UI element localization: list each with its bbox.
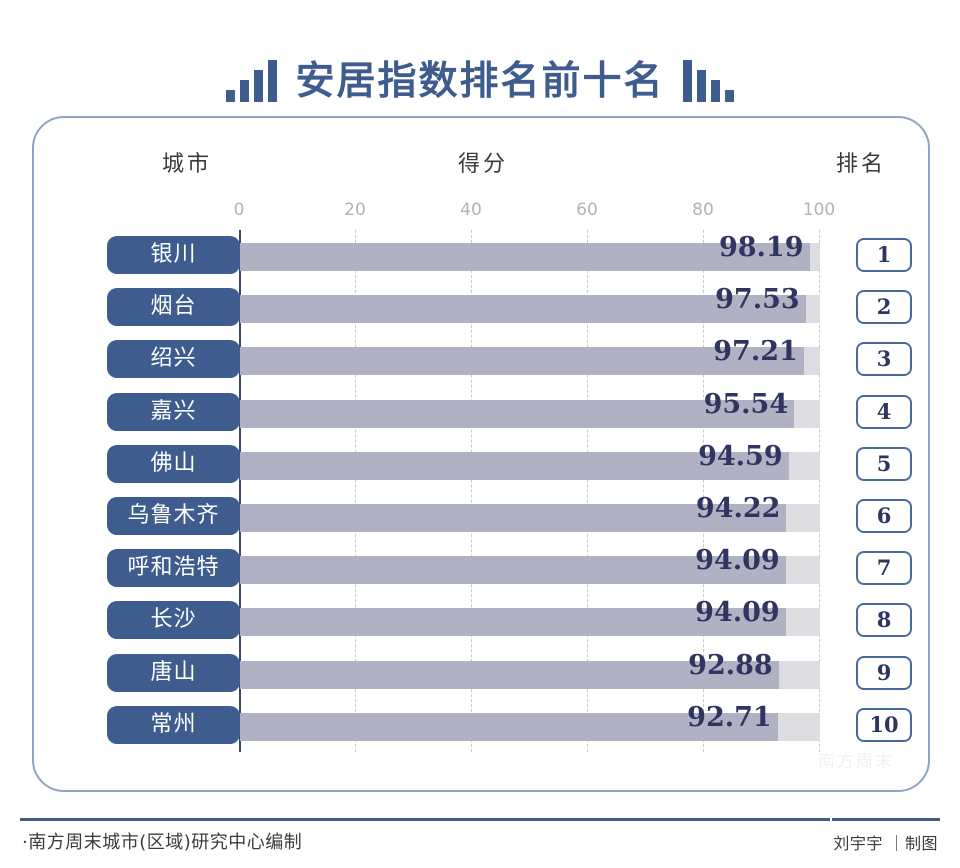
bar-track <box>240 243 820 271</box>
bar-track <box>240 712 820 741</box>
table-row[interactable]: 乌鲁木齐 94.22 6 <box>34 491 932 543</box>
chart-rows: 银川 98.19 1 烟台 97.53 2 绍兴 97.21 3 嘉兴 95.54 4 佛山 94.59 5… <box>34 230 932 752</box>
column-header-score: 得分 <box>457 152 508 177</box>
footer-divider <box>20 816 940 823</box>
gridline-60 <box>587 230 588 752</box>
city-label-pill[interactable]: 长沙 <box>107 601 240 640</box>
plot-area <box>239 230 820 752</box>
bar-value-label: 97.53 <box>715 284 800 316</box>
gridline-40 <box>471 230 472 752</box>
bar-fill[interactable] <box>240 556 786 585</box>
rank-badge[interactable]: 7 <box>856 551 912 586</box>
city-label-pill[interactable]: 乌鲁木齐 <box>107 497 240 535</box>
gridline-100 <box>819 230 820 752</box>
bar-value-label: 94.22 <box>695 493 781 524</box>
bar-fill[interactable] <box>240 243 810 271</box>
bar-value-label: 94.09 <box>695 597 780 629</box>
bar-value-label: 97.21 <box>713 336 798 368</box>
x-tick-40: 40 <box>460 200 482 220</box>
bar-fill[interactable] <box>240 399 795 428</box>
bar-track <box>240 556 820 585</box>
bar-track <box>240 295 820 324</box>
x-tick-20: 20 <box>344 200 366 220</box>
bar-value-label: 98.19 <box>718 232 804 263</box>
bar-fill[interactable] <box>240 504 787 532</box>
watermark: 南方周末 <box>818 752 894 772</box>
column-header-city: 城市 <box>161 152 212 177</box>
x-tick-100: 100 <box>802 200 836 220</box>
rank-badge[interactable]: 9 <box>856 655 912 690</box>
rank-badge[interactable]: 10 <box>856 707 912 742</box>
bar-fill[interactable] <box>240 347 804 376</box>
bar-value-label: 92.88 <box>688 649 773 681</box>
table-row[interactable]: 常州 92.71 10 <box>34 700 932 752</box>
footer-source: ·南方周末城市(区域)研究中心编制 <box>22 832 303 853</box>
table-row[interactable]: 唐山 92.88 9 <box>34 648 932 700</box>
city-label-pill[interactable]: 银川 <box>107 236 240 274</box>
chart-title-row: 安居指数排名前十名 <box>0 38 960 106</box>
gridline-20 <box>355 230 356 752</box>
footer-credit: 刘宇宇 ｜制图 <box>833 834 938 853</box>
bar-value-label: 94.59 <box>698 440 783 472</box>
city-label-pill[interactable]: 呼和浩特 <box>107 549 240 588</box>
city-label-pill[interactable]: 嘉兴 <box>107 392 240 431</box>
table-row[interactable]: 绍兴 97.21 3 <box>34 334 932 386</box>
rank-badge[interactable]: 4 <box>856 394 912 429</box>
x-tick-60: 60 <box>576 200 598 220</box>
bar-track <box>240 451 820 480</box>
bar-value-label: 94.09 <box>695 545 780 577</box>
bar-track <box>240 608 820 637</box>
bar-track <box>240 504 820 532</box>
ascending-bars-icon <box>226 58 278 106</box>
city-label-pill[interactable]: 绍兴 <box>107 340 240 379</box>
rank-badge[interactable]: 5 <box>856 446 912 481</box>
x-tick-80: 80 <box>692 200 714 220</box>
rank-badge[interactable]: 2 <box>856 290 912 325</box>
bar-track <box>240 347 820 376</box>
city-label-pill[interactable]: 唐山 <box>107 653 240 692</box>
bar-fill[interactable] <box>240 712 778 741</box>
bar-value-label: 95.54 <box>703 388 789 420</box>
table-row[interactable]: 银川 98.19 1 <box>34 230 932 282</box>
page-title: 安居指数排名前十名 <box>295 59 665 104</box>
column-header-rank: 排名 <box>835 152 886 177</box>
bar-track <box>240 399 820 428</box>
rank-badge[interactable]: 8 <box>856 603 912 638</box>
city-label-pill[interactable]: 烟台 <box>107 288 240 327</box>
y-axis-line <box>239 230 241 752</box>
descending-bars-icon <box>682 58 734 106</box>
column-header-row: 城市 得分 排名 <box>34 146 932 180</box>
rank-badge[interactable]: 6 <box>856 499 912 533</box>
table-row[interactable]: 佛山 94.59 5 <box>34 439 932 491</box>
table-row[interactable]: 长沙 94.09 8 <box>34 595 932 647</box>
rank-badge[interactable]: 3 <box>856 342 912 377</box>
city-label-pill[interactable]: 佛山 <box>107 444 240 483</box>
bar-value-label: 92.71 <box>687 701 772 733</box>
x-axis-tick-labels: 0 20 40 60 80 100 <box>234 200 836 224</box>
table-row[interactable]: 呼和浩特 94.09 7 <box>34 543 932 595</box>
bar-track <box>240 660 820 689</box>
city-label-pill[interactable]: 常州 <box>107 705 240 744</box>
chart-card: 城市 得分 排名 0 20 40 60 80 100 银川 98.19 1 烟台 97.53 2 绍兴… <box>32 116 930 792</box>
table-row[interactable]: 烟台 97.53 2 <box>34 282 932 334</box>
x-tick-0: 0 <box>233 200 245 220</box>
rank-badge[interactable]: 1 <box>856 238 912 272</box>
bar-fill[interactable] <box>240 660 779 689</box>
bar-fill[interactable] <box>240 295 806 324</box>
table-row[interactable]: 嘉兴 95.54 4 <box>34 387 932 439</box>
gridline-80 <box>703 230 704 752</box>
bar-fill[interactable] <box>240 451 789 480</box>
bar-fill[interactable] <box>240 608 786 637</box>
